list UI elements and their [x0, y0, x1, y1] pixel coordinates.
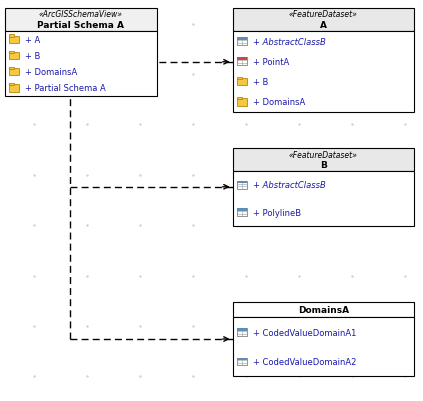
Bar — [237, 209, 247, 211]
Text: DomainsA: DomainsA — [298, 306, 349, 314]
Bar — [237, 38, 247, 46]
Bar — [233, 32, 414, 113]
Bar — [237, 79, 247, 86]
Bar — [5, 32, 157, 97]
Text: + Partial Schema A: + Partial Schema A — [25, 84, 106, 93]
Text: A: A — [320, 21, 327, 30]
Text: «FeatureDataset»: «FeatureDataset» — [289, 10, 358, 19]
Text: + CodedValueDomainA2: + CodedValueDomainA2 — [253, 357, 356, 366]
Bar — [237, 328, 247, 331]
Text: + AbstractClassB: + AbstractClassB — [253, 181, 326, 190]
Text: + AbstractClassB: + AbstractClassB — [253, 37, 326, 47]
Text: + B: + B — [25, 52, 41, 61]
Text: + CodedValueDomainA1: + CodedValueDomainA1 — [253, 328, 356, 337]
Bar — [237, 182, 247, 184]
Text: + PointA: + PointA — [253, 58, 289, 67]
Bar — [237, 99, 247, 106]
Text: + PolylineB: + PolylineB — [253, 208, 301, 217]
Bar — [237, 358, 247, 360]
Bar — [9, 35, 14, 38]
Bar — [9, 69, 19, 76]
Bar — [237, 358, 247, 365]
Bar — [237, 328, 247, 336]
Bar — [237, 209, 247, 217]
Bar — [9, 84, 14, 86]
Bar — [5, 9, 157, 32]
Bar — [237, 58, 247, 66]
Bar — [9, 68, 14, 70]
Bar — [233, 302, 414, 318]
Bar — [9, 53, 19, 60]
Bar — [233, 172, 414, 227]
Text: «ArcGISSchemaView»: «ArcGISSchemaView» — [39, 10, 123, 19]
Text: + DomainsA: + DomainsA — [253, 98, 305, 107]
Bar — [237, 38, 247, 41]
Bar — [9, 85, 19, 92]
Bar — [233, 9, 414, 32]
Bar — [237, 98, 242, 100]
Bar — [237, 58, 247, 61]
Bar — [233, 148, 414, 172]
Bar — [237, 78, 242, 80]
Bar — [233, 318, 414, 376]
Text: Partial Schema A: Partial Schema A — [37, 21, 124, 30]
Text: B: B — [320, 161, 327, 170]
Text: + DomainsA: + DomainsA — [25, 68, 77, 77]
Text: + B: + B — [253, 78, 268, 87]
Text: «FeatureDataset»: «FeatureDataset» — [289, 150, 358, 159]
Bar — [9, 36, 19, 44]
Text: + A: + A — [25, 35, 41, 45]
Bar — [9, 52, 14, 54]
Bar — [237, 182, 247, 189]
